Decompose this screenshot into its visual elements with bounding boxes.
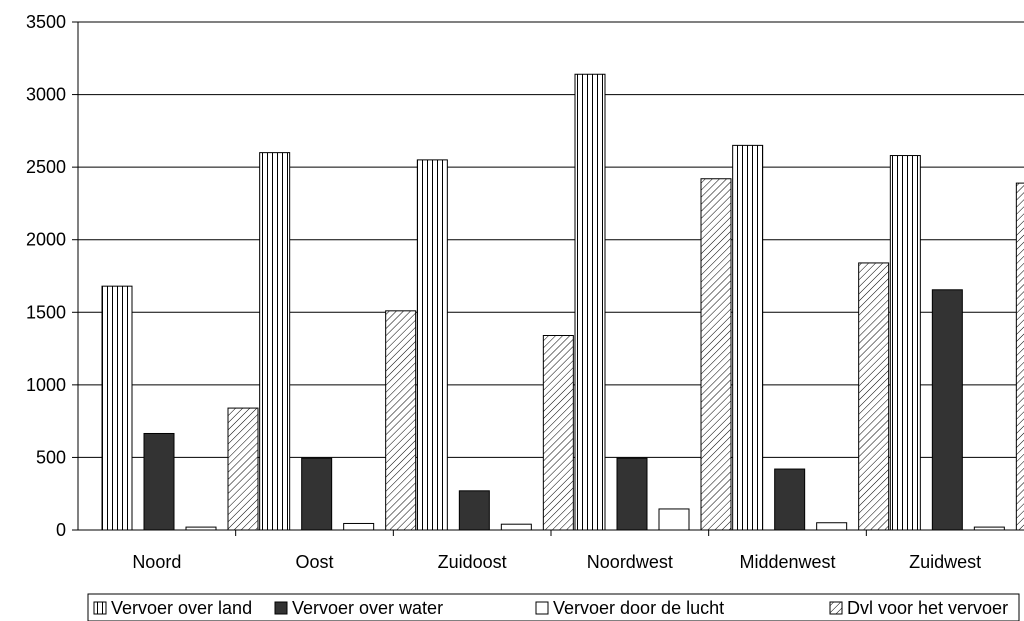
legend-swatch bbox=[274, 601, 288, 615]
bar-vervoer-over-water bbox=[143, 432, 175, 531]
y-tick-label: 2000 bbox=[26, 230, 66, 250]
bar-dvl-voor-het-vervoer bbox=[542, 335, 574, 531]
bar-vervoer-door-de-lucht bbox=[343, 522, 375, 531]
bar-vervoer-door-de-lucht bbox=[500, 523, 532, 531]
bar-vervoer-over-land bbox=[101, 285, 133, 531]
y-tick-label: 3500 bbox=[26, 12, 66, 32]
x-tick-label: Zuidwest bbox=[909, 552, 981, 572]
x-tick-label: Noord bbox=[132, 552, 181, 572]
y-tick-label: 3000 bbox=[26, 85, 66, 105]
legend-label: Vervoer over land bbox=[111, 598, 252, 618]
bar-vervoer-over-water bbox=[931, 289, 963, 531]
bar-dvl-voor-het-vervoer bbox=[700, 178, 732, 531]
legend-label: Vervoer over water bbox=[292, 598, 443, 618]
legend-label: Vervoer door de lucht bbox=[553, 598, 724, 618]
legend-swatch bbox=[829, 601, 843, 615]
legend-swatch bbox=[93, 601, 107, 615]
bar-vervoer-over-land bbox=[574, 73, 606, 531]
legend: Vervoer over land Vervoer over water Vervo… bbox=[87, 593, 1020, 621]
x-tick-label: Middenwest bbox=[739, 552, 835, 572]
bar-vervoer-over-land bbox=[889, 155, 921, 531]
bar-vervoer-over-land bbox=[259, 152, 291, 531]
y-tick-label: 2500 bbox=[26, 157, 66, 177]
gridlines bbox=[78, 21, 1024, 458]
bar-dvl-voor-het-vervoer bbox=[227, 407, 259, 531]
bar-dvl-voor-het-vervoer bbox=[1015, 182, 1024, 531]
legend-box bbox=[87, 593, 1020, 621]
tick-labels: 0 500 1000 1500 2000 2500 3000 3500 Noord Oost Zui… bbox=[26, 12, 981, 572]
legend-swatch bbox=[535, 601, 549, 615]
bar-vervoer-door-de-lucht bbox=[816, 522, 848, 531]
bar-vervoer-over-water bbox=[301, 457, 333, 531]
bar-dvl-voor-het-vervoer bbox=[858, 262, 890, 531]
bar-vervoer-over-water bbox=[458, 490, 490, 531]
bar-vervoer-door-de-lucht bbox=[658, 508, 690, 531]
y-tick-label: 1500 bbox=[26, 302, 66, 322]
x-tick-label: Zuidoost bbox=[438, 552, 507, 572]
bar-vervoer-over-land bbox=[416, 159, 448, 531]
bar-vervoer-over-water bbox=[774, 468, 806, 531]
bar-dvl-voor-het-vervoer bbox=[385, 310, 417, 531]
y-tick-label: 0 bbox=[56, 520, 66, 540]
bar-vervoer-door-de-lucht bbox=[185, 526, 217, 531]
legend-label: Dvl voor het vervoer bbox=[847, 598, 1008, 618]
bar-vervoer-over-land bbox=[732, 144, 764, 531]
x-tick-label: Oost bbox=[295, 552, 333, 572]
bar-vervoer-over-water bbox=[616, 457, 648, 531]
bar-vervoer-door-de-lucht bbox=[973, 526, 1005, 531]
x-tick-label: Noordwest bbox=[587, 552, 673, 572]
y-tick-label: 1000 bbox=[26, 375, 66, 395]
bars bbox=[101, 73, 1024, 531]
y-tick-label: 500 bbox=[36, 447, 66, 467]
